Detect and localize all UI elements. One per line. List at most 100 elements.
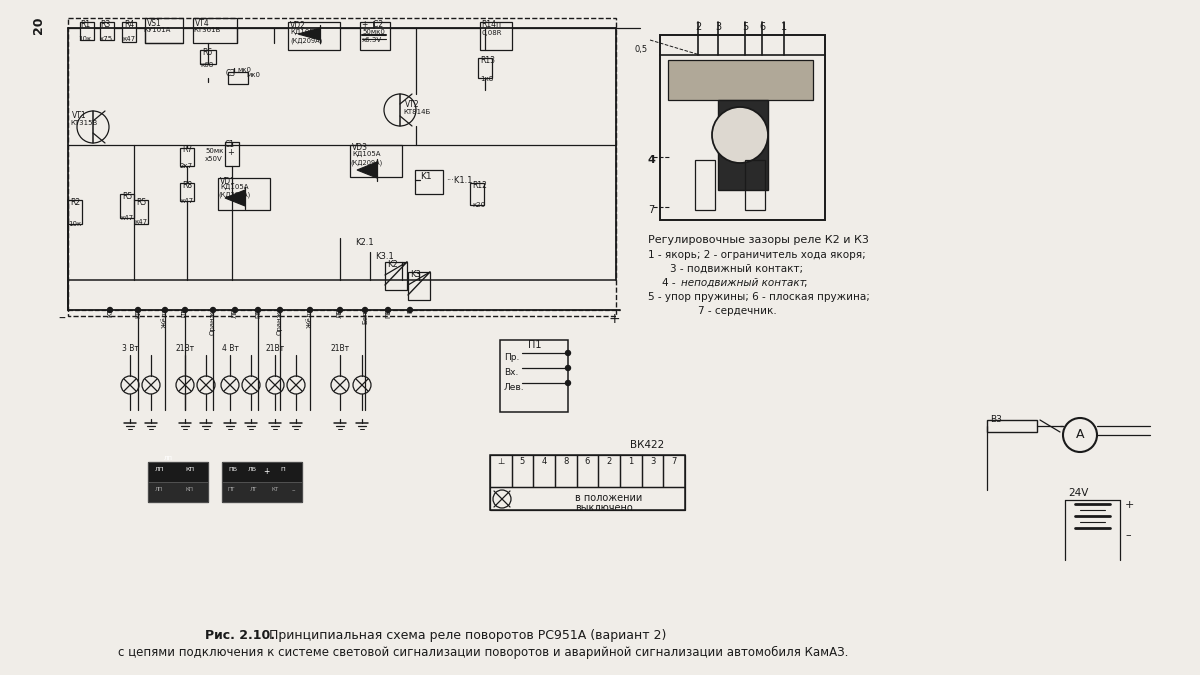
Circle shape [256, 308, 260, 313]
Text: КД105А: КД105А [220, 184, 248, 190]
Text: ЛТ: ЛТ [182, 308, 188, 317]
Text: 3 Вт: 3 Вт [121, 344, 138, 353]
Bar [193, 18, 238, 43]
Text: КТ361В: КТ361В [193, 27, 221, 33]
Text: С3: С3 [226, 69, 236, 78]
Text: –: – [1126, 530, 1130, 540]
Text: R12: R12 [472, 181, 487, 190]
Text: к75: к75 [98, 36, 112, 42]
Bar [664, 455, 685, 487]
Text: КП: КП [134, 308, 142, 318]
Text: х6.3V: х6.3V [362, 37, 382, 43]
Text: (КД209А): (КД209А) [218, 192, 251, 198]
Text: R8: R8 [182, 181, 192, 190]
Text: к47: к47 [122, 36, 136, 42]
Text: VT2: VT2 [406, 100, 420, 109]
Bar [490, 455, 685, 510]
Text: ПБ: ПБ [228, 467, 238, 472]
Text: 3: 3 [715, 22, 721, 32]
Text: ПБ: ПБ [385, 308, 391, 318]
Text: VD1: VD1 [220, 177, 236, 186]
Bar [408, 272, 430, 300]
Circle shape [408, 308, 413, 313]
Text: 4 -: 4 - [662, 278, 679, 288]
Circle shape [565, 381, 570, 385]
Text: +: + [1126, 500, 1134, 510]
Text: –: – [58, 312, 65, 326]
Bar [122, 22, 136, 42]
Circle shape [233, 308, 238, 313]
Bar [200, 50, 216, 64]
Text: 1: 1 [781, 22, 787, 32]
Text: 1 - якорь; 2 - ограничитель хода якоря;: 1 - якорь; 2 - ограничитель хода якоря; [648, 250, 865, 260]
Bar [554, 455, 577, 487]
Text: K2: K2 [386, 260, 397, 269]
Text: ЛП: ЛП [155, 487, 163, 492]
Text: с цепями подключения к системе световой сигнализации поворотов и аварийной сигна: с цепями подключения к системе световой … [118, 646, 848, 659]
Text: R2: R2 [70, 198, 80, 207]
Text: 7: 7 [672, 457, 677, 466]
Text: КУ101А: КУ101А [143, 27, 170, 33]
Text: ЛБ: ЛБ [248, 467, 257, 472]
Text: +  C2: + C2 [362, 20, 383, 29]
Bar [620, 455, 642, 487]
Text: 1: 1 [629, 457, 634, 466]
Text: K1: K1 [420, 172, 432, 181]
Bar [180, 183, 194, 201]
Bar [642, 455, 664, 487]
Text: 21Вт: 21Вт [330, 344, 349, 353]
Bar [480, 22, 512, 50]
Polygon shape [298, 28, 320, 40]
Bar [145, 18, 182, 43]
Text: В3: В3 [990, 415, 1002, 424]
Text: х50V: х50V [205, 156, 223, 162]
Text: выключено: выключено [575, 503, 632, 513]
Circle shape [108, 308, 113, 313]
Bar [148, 462, 208, 502]
Text: VD3: VD3 [352, 143, 368, 152]
Text: 2: 2 [606, 457, 612, 466]
Text: к68: к68 [200, 62, 214, 68]
Bar [226, 142, 239, 166]
Text: R5: R5 [136, 198, 146, 207]
Text: к47: к47 [180, 198, 193, 204]
Bar [134, 200, 148, 224]
Bar [986, 420, 1037, 432]
Text: R5: R5 [122, 192, 132, 201]
Text: R7: R7 [182, 145, 192, 154]
Text: ЛТ: ЛТ [250, 487, 257, 492]
Bar [745, 160, 766, 210]
Circle shape [712, 107, 768, 163]
Text: 24V: 24V [1068, 488, 1088, 498]
Text: 6: 6 [584, 457, 590, 466]
Text: к47: к47 [134, 219, 148, 225]
Bar [533, 455, 554, 487]
Bar [599, 455, 620, 487]
Text: 0,08R: 0,08R [482, 30, 503, 36]
Text: K2.1: K2.1 [355, 238, 373, 247]
Bar [222, 462, 302, 502]
Text: Оранж.: Оранж. [210, 308, 216, 335]
Text: 2: 2 [695, 22, 701, 32]
Circle shape [277, 308, 282, 313]
Text: Оранж.: Оранж. [277, 308, 283, 335]
Text: (КД209А): (КД209А) [290, 37, 323, 43]
Circle shape [307, 308, 312, 313]
Bar [148, 462, 208, 482]
Bar [490, 455, 511, 487]
Text: 21Вт: 21Вт [175, 344, 194, 353]
Text: +: + [263, 467, 269, 476]
Text: 7: 7 [648, 205, 654, 215]
Text: ···K1.1: ···K1.1 [446, 176, 473, 185]
Text: лп: лп [163, 455, 173, 461]
Bar [415, 170, 443, 194]
Text: КТ315В: КТ315В [70, 120, 97, 126]
Text: R6: R6 [202, 48, 212, 57]
Text: Жёлт: Жёлт [162, 308, 168, 328]
Bar [577, 455, 599, 487]
Text: R1: R1 [80, 20, 90, 29]
Text: к20: к20 [472, 202, 485, 208]
Text: VD2: VD2 [290, 21, 306, 30]
Text: 20: 20 [32, 16, 46, 34]
Bar [478, 58, 492, 78]
